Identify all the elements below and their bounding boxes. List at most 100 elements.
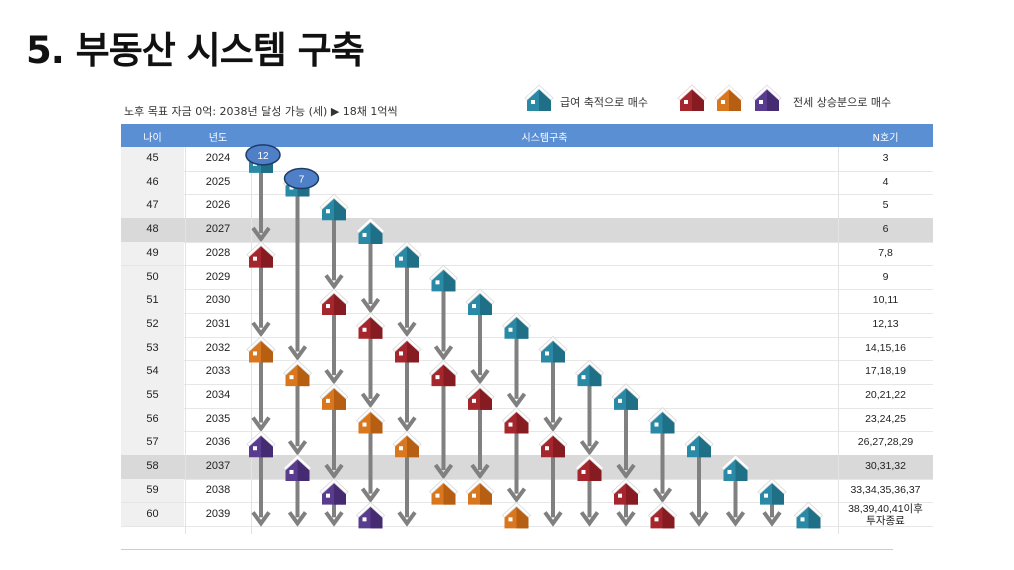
n-unit-end-note: 투자종료	[866, 514, 905, 527]
header-age: 나이	[143, 133, 162, 144]
n-unit-cell: 26,27,28,29	[857, 436, 914, 449]
age-cell: 48	[121, 218, 184, 242]
table-row: 51 2030 10,11	[121, 289, 933, 314]
house-red-icon	[319, 288, 349, 316]
house-purple-icon	[319, 478, 349, 505]
n-unit-cell: 9	[882, 270, 889, 283]
growth-arrow	[251, 266, 271, 338]
growth-arrow	[470, 314, 490, 385]
table-row: 58 2037 30,31,32	[121, 455, 933, 480]
house-orange-icon	[319, 383, 349, 410]
n-unit-cell: 12,13	[872, 317, 899, 330]
subtitle: 노후 목표 자금 0억: 2038년 달성 가능 (세) ▶ 18채 1억씩	[124, 105, 398, 118]
house-teal-icon	[319, 193, 349, 221]
growth-arrow	[506, 337, 527, 409]
growth-arrow	[360, 337, 381, 409]
age-cell: 59	[121, 478, 184, 503]
column-divider	[185, 147, 186, 534]
year-cell: 2033	[205, 365, 231, 378]
growth-arrow	[652, 432, 673, 504]
growth-arrow	[324, 219, 344, 290]
house-red-icon	[647, 501, 678, 529]
table-row: 53 2032 14,15,16	[121, 336, 933, 362]
age-cell: 58	[121, 455, 184, 479]
growth-arrow	[251, 361, 271, 432]
n-unit-cell: 6	[882, 223, 889, 236]
house-orange-icon	[282, 359, 313, 387]
year-cell: 2028	[205, 246, 231, 259]
house-red-icon	[574, 454, 605, 481]
growth-arrow	[251, 456, 271, 527]
year-cell: 2025	[205, 175, 231, 188]
house-orange-icon	[714, 84, 744, 111]
header-year: 년도	[208, 133, 228, 144]
growth-arrow	[324, 408, 344, 480]
house-teal-icon	[392, 241, 422, 268]
age-cell: 49	[121, 241, 184, 266]
header-system: 시스템구축	[521, 133, 568, 144]
n-unit-cell: 20,21,22	[865, 389, 906, 401]
house-teal-icon	[524, 84, 554, 111]
legend-savings-label: 급여 축적으로 매수	[560, 96, 648, 109]
year-cell: 2026	[205, 199, 231, 212]
growth-arrow	[287, 195, 308, 361]
house-teal-icon	[501, 312, 532, 339]
year-cell: 2038	[205, 483, 231, 496]
page-title: 5. 부동산 시스템 구축	[26, 29, 365, 72]
year-cell: 2036	[205, 436, 231, 449]
age-cell: 52	[121, 312, 184, 337]
house-teal-icon	[538, 335, 568, 363]
year-cell: 2034	[205, 389, 231, 401]
growth-arrow	[616, 408, 636, 480]
age-cell: 56	[121, 407, 184, 432]
column-divider	[251, 147, 252, 534]
growth-arrow	[433, 290, 454, 361]
n-unit-line: 38,39,40,41이후	[848, 502, 923, 515]
year-cell: 2032	[205, 341, 231, 354]
year-cell: 2027	[205, 223, 231, 236]
house-red-icon	[501, 407, 532, 434]
n-unit-cell: 33,34,35,36,37	[850, 483, 921, 496]
house-purple-icon	[246, 430, 276, 458]
growth-arrow	[360, 432, 381, 504]
age-cell: 57	[121, 431, 184, 456]
year-cell: 2039	[205, 507, 231, 520]
growth-arrow	[616, 503, 636, 527]
growth-arrow	[324, 314, 344, 385]
house-purple-icon	[282, 454, 313, 481]
header-n: N호기	[872, 133, 899, 144]
house-red-icon	[428, 359, 459, 387]
count-badge-label: 7	[299, 175, 305, 186]
n-unit-cell: 38,39,40,41이후 투자종료	[838, 503, 933, 527]
n-unit-cell: 5	[882, 199, 889, 212]
house-red-icon	[392, 335, 422, 363]
n-unit-cell: 7,8	[878, 246, 893, 259]
house-orange-icon	[246, 335, 276, 363]
house-teal-icon	[793, 501, 824, 529]
age-cell: 55	[121, 384, 184, 408]
growth-arrow	[433, 385, 454, 480]
table-row: 45 2024 3	[121, 147, 933, 172]
growth-arrow	[397, 266, 417, 338]
n-unit-cell: 4	[882, 175, 889, 188]
table-row: 59 2038 33,34,35,36,37	[121, 478, 933, 504]
table-row: 46 2025 4	[121, 170, 933, 196]
age-cell: 50	[121, 265, 184, 290]
growth-arrow	[725, 479, 746, 527]
house-teal-icon	[574, 359, 605, 387]
n-unit-cell: 30,31,32	[865, 460, 906, 473]
age-cell: 47	[121, 194, 184, 219]
house-teal-icon	[720, 454, 751, 481]
house-red-icon	[538, 430, 568, 458]
table-row: 54 2033 17,18,19	[121, 360, 933, 385]
n-unit-cell: 17,18,19	[865, 365, 906, 378]
age-cell: 45	[121, 147, 184, 171]
count-badge-label: 12	[257, 151, 269, 162]
age-cell: 54	[121, 360, 184, 384]
house-teal-icon	[355, 217, 386, 244]
column-divider	[838, 147, 839, 534]
house-teal-icon	[757, 478, 787, 505]
n-unit-cell: 10,11	[872, 294, 899, 307]
table-row: 48 2027 6	[121, 218, 933, 243]
house-orange-icon	[428, 478, 459, 505]
